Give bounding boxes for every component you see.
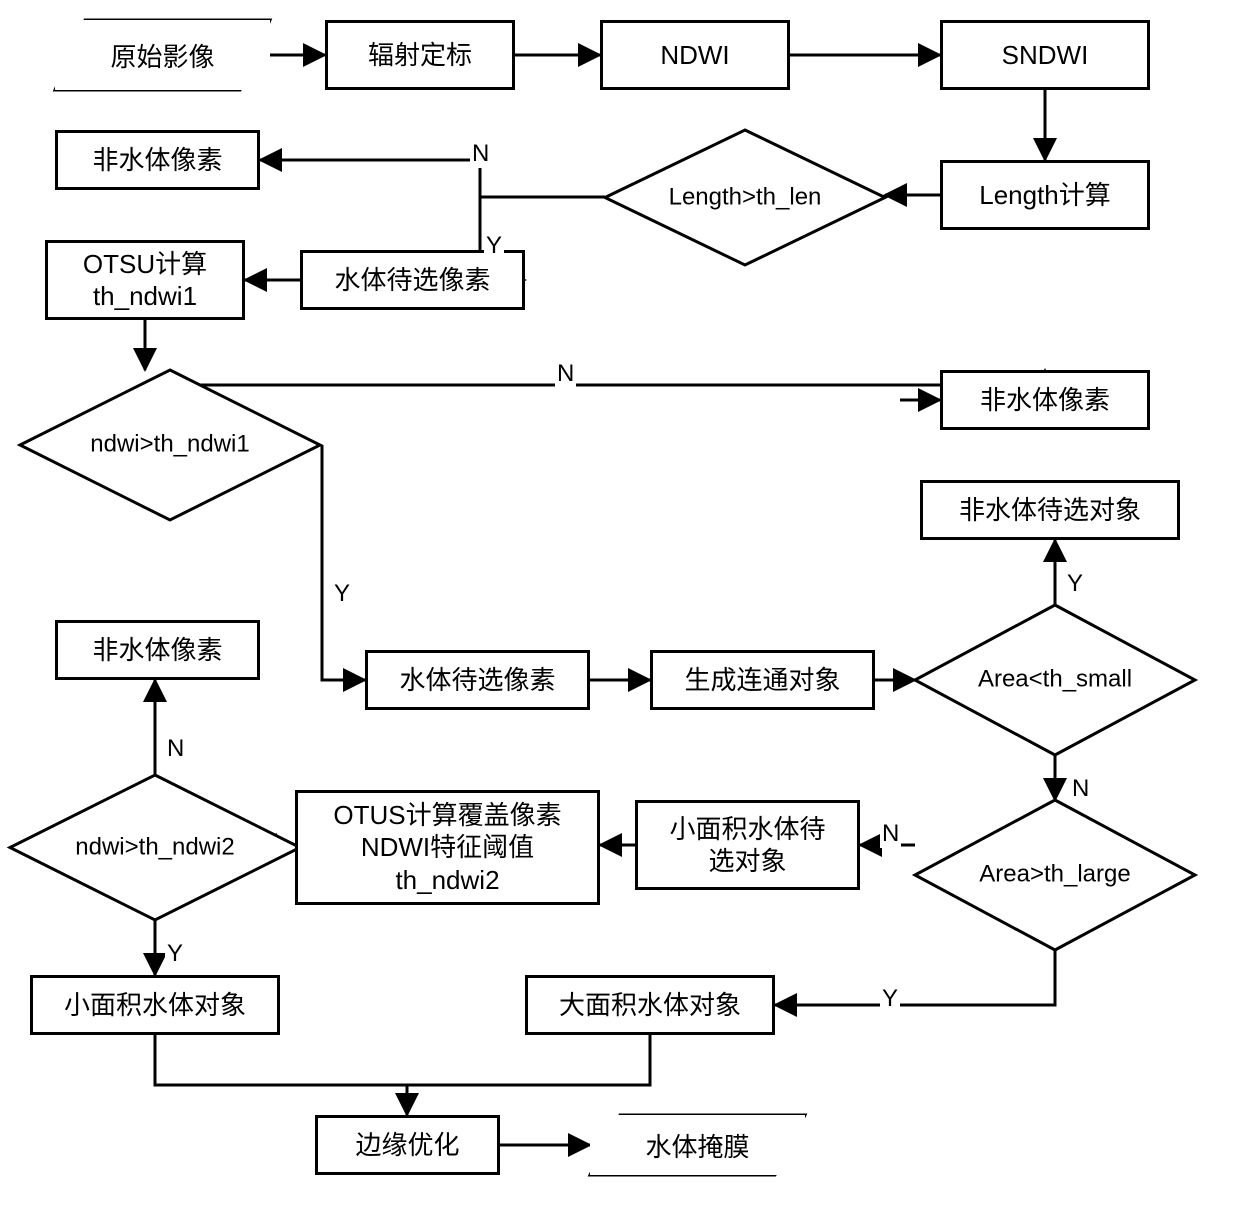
node-label: 非水体像素	[92, 144, 222, 177]
edge-label: Y	[332, 580, 352, 608]
edge-label: N	[880, 820, 901, 848]
node-label: 水体待选像素	[334, 264, 490, 297]
node-n_sndwi: SNDWI	[940, 20, 1150, 90]
node-label: SNDWI	[1002, 39, 1089, 72]
node-n_edgeopt: 边缘优化	[315, 1115, 500, 1175]
node-label: OTSU计算 th_ndwi1	[83, 248, 207, 313]
node-d_areasmall-label: Area<th_small	[978, 666, 1132, 695]
node-label: 小面积水体待 选对象	[669, 813, 825, 878]
node-label: 边缘优化	[355, 1129, 459, 1162]
node-n_mask-label: 水体掩膜	[590, 1115, 805, 1175]
node-n_smallwater: 小面积水体对象	[30, 975, 280, 1035]
node-n_otsu2: OTUS计算覆盖像素 NDWI特征阈值 th_ndwi2	[295, 790, 600, 905]
node-n_otsu1: OTSU计算 th_ndwi1	[45, 240, 245, 320]
node-label: 非水体像素	[980, 384, 1110, 417]
node-label: Length计算	[979, 179, 1111, 212]
edge-label: N	[165, 735, 186, 763]
node-label: 生成连通对象	[684, 664, 840, 697]
edge-label: Y	[880, 985, 900, 1013]
node-label: 大面积水体对象	[559, 989, 741, 1022]
node-label: 小面积水体对象	[64, 989, 246, 1022]
node-n_nonwcand: 非水体待选对象	[920, 480, 1180, 540]
node-n_radcal: 辐射定标	[325, 20, 515, 90]
node-n_cand2: 水体待选像素	[365, 650, 590, 710]
node-d_ndwi1-label: ndwi>th_ndwi1	[90, 431, 249, 460]
node-label: NDWI	[660, 39, 729, 72]
node-n_smallcand: 小面积水体待 选对象	[635, 800, 860, 890]
node-d_ndwi2-label: ndwi>th_ndwi2	[75, 833, 234, 862]
edge-label: Y	[1065, 570, 1085, 598]
node-n_largewater: 大面积水体对象	[525, 975, 775, 1035]
flowchart-canvas: 原始影像 辐射定标 NDWI SNDWI Length计算 Length>th_len 非水…	[0, 0, 1240, 1217]
edge-label: N	[1070, 775, 1091, 803]
node-n_lencalc: Length计算	[940, 160, 1150, 230]
node-d_arealarge-label: Area>th_large	[979, 861, 1130, 890]
node-label: 非水体待选对象	[959, 494, 1141, 527]
node-n_nonwater3: 非水体像素	[55, 620, 260, 680]
node-n_nonwater2: 非水体像素	[940, 370, 1150, 430]
node-n_ndwi: NDWI	[600, 20, 790, 90]
edge-label: Y	[165, 940, 185, 968]
node-d_len-label: Length>th_len	[669, 183, 822, 212]
node-label: 非水体像素	[92, 634, 222, 667]
node-label: 水体待选像素	[399, 664, 555, 697]
node-label: OTUS计算覆盖像素 NDWI特征阈值 th_ndwi2	[333, 799, 561, 897]
node-n_nonwater1: 非水体像素	[55, 130, 260, 190]
node-n_connobj: 生成连通对象	[650, 650, 875, 710]
node-n_orig-label: 原始影像	[55, 20, 270, 90]
edge-label: N	[470, 140, 491, 168]
edge-label: Y	[484, 232, 504, 260]
edge-label: N	[555, 360, 576, 388]
node-label: 辐射定标	[368, 39, 472, 72]
